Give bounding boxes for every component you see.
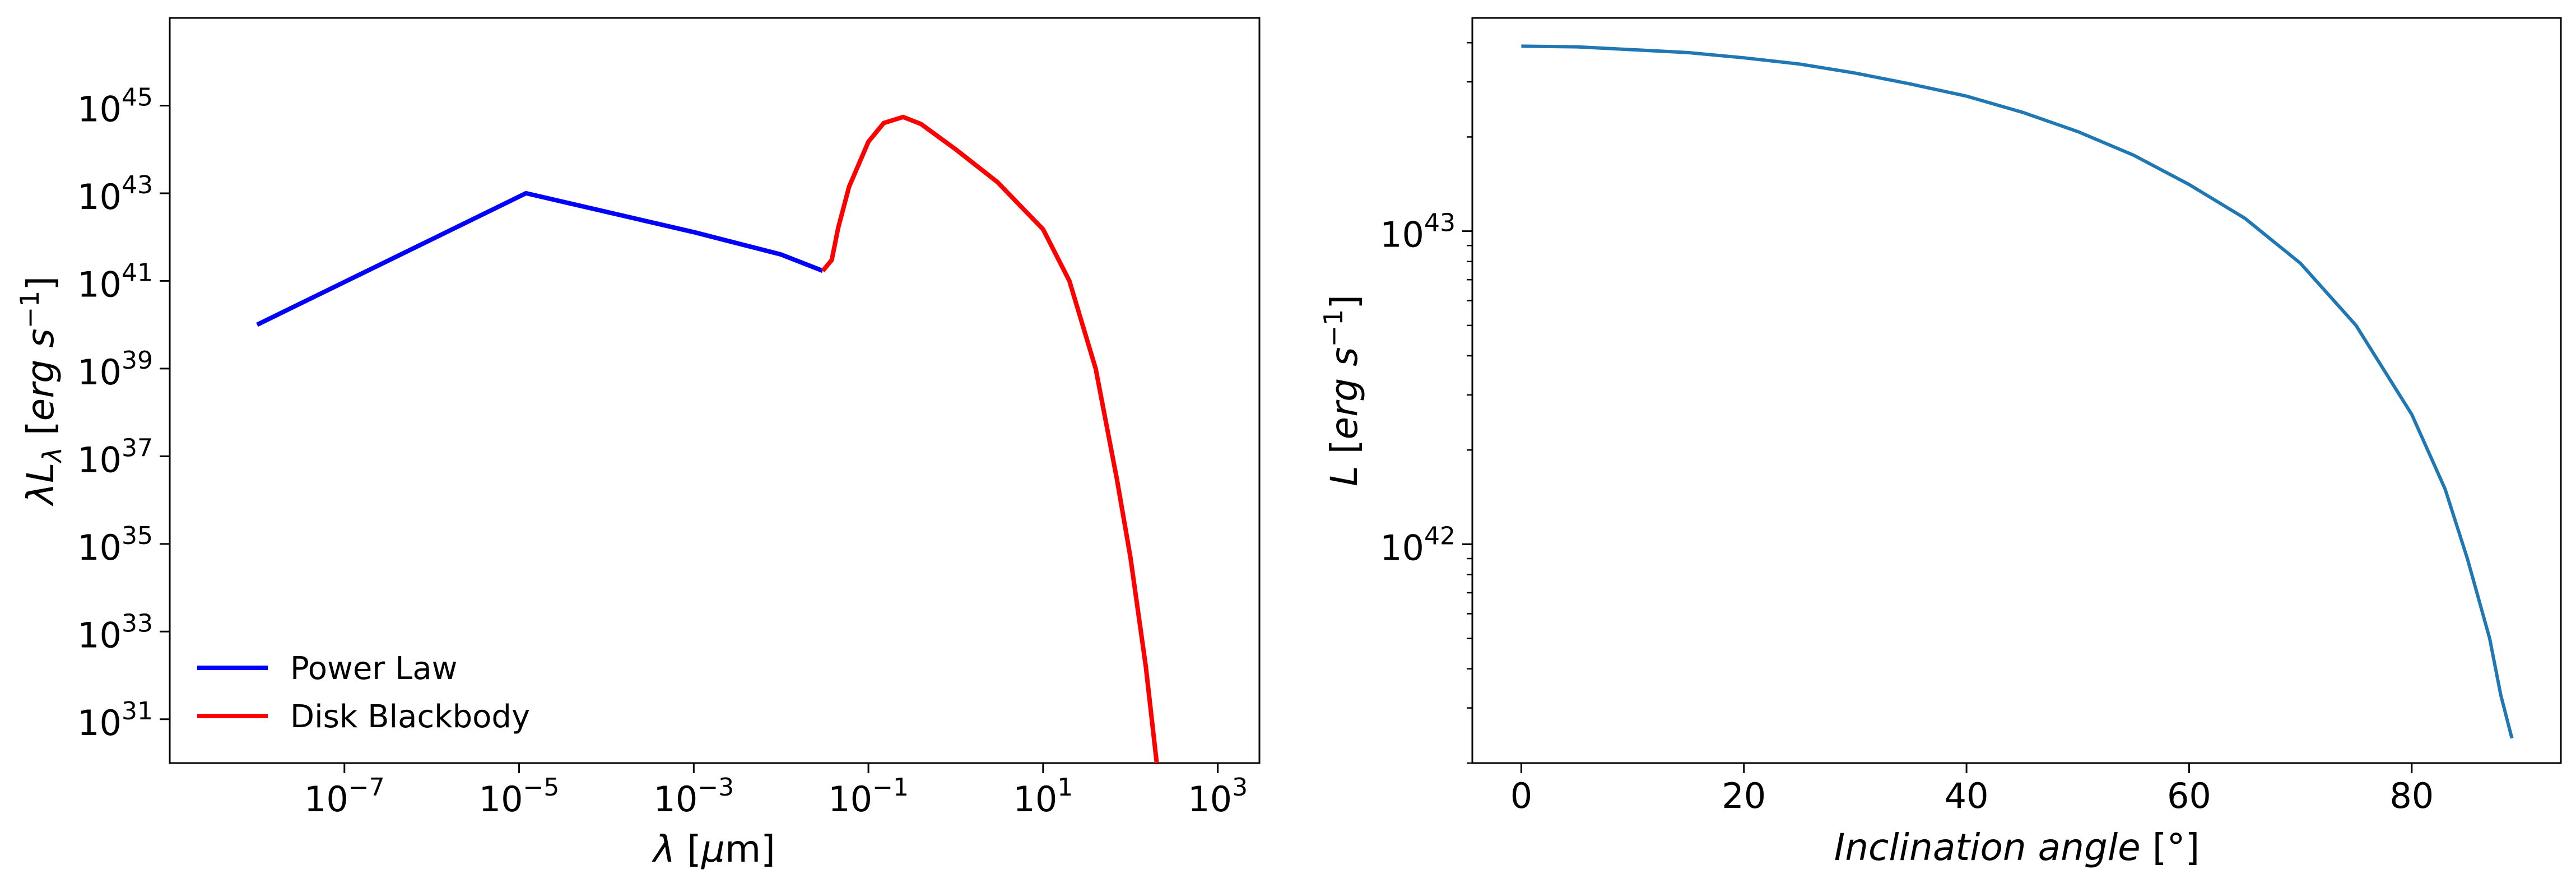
inclination-x-tick-label: 80 [2389,775,2434,816]
inclination-panel: 0 20 40 60 80 1042 1043 Inclination angle [°]… [1318,17,2562,869]
sed-y-ticks: 1031 1033 1035 1037 1039 1041 1043 1045 [77,83,170,743]
sed-panel: 10−7 10−5 10−3 10−1 101 103 10311033103510371… [15,17,1261,871]
sed-x-tick-label: 103 [1188,773,1248,820]
sed-y-tick-label: 1031 [77,697,153,743]
sed-y-tick-label: 1037 [77,434,153,480]
sed-series-line-disk-blackbody [821,114,1159,763]
sed-x-tick-label: 10−1 [828,773,909,820]
sed-y-tick-label: 1043 [77,171,153,217]
inclination-x-ticks: 0 20 40 60 80 [1510,763,2434,816]
sed-y-tick-label: 1033 [77,609,153,655]
inclination-y-ticks: 1042 1043 [1380,41,1472,764]
inclination-series-line [1521,44,2514,739]
sed-series-group [256,114,1159,763]
inclination-x-axis-label: Inclination angle [°] [1834,826,2200,869]
sed-y-tick-label: 1045 [77,83,153,129]
sed-y-tick-label: 1039 [77,346,153,393]
inclination-x-tick-label: 20 [1722,775,1766,816]
sed-x-tick-label: 10−7 [304,773,385,820]
sed-x-tick-label: 10−5 [479,773,560,820]
sed-x-tick-label: 101 [1013,773,1073,820]
inclination-y-tick-label: 1042 [1380,522,1456,568]
sed-legend: Power Law Disk Blackbody [197,650,530,735]
inclination-x-tick-label: 60 [2167,775,2211,816]
sed-y-tick-label: 1041 [77,258,153,305]
inclination-x-tick-label: 0 [1510,775,1532,816]
sed-y-axis-label: λLλ [erg s−1] [15,276,67,506]
sed-series-line-power-law [256,190,824,327]
sed-x-ticks: 10−7 10−5 10−3 10−1 101 103 [304,763,1248,820]
sed-y-tick-label: 1035 [77,522,153,568]
sed-x-axis-label: λ [μm] [652,827,775,871]
legend-label: Power Law [290,650,457,687]
inclination-x-tick-label: 40 [1945,775,1989,816]
sed-plot-frame [169,17,1261,764]
inclination-plot-frame [1471,17,2562,764]
inclination-series-group [1521,44,2514,739]
inclination-y-tick-label: 1043 [1380,209,1456,255]
legend-label: Disk Blackbody [290,699,530,735]
sed-x-tick-label: 10−3 [653,773,734,820]
inclination-y-axis-label: L [erg s−1] [1318,295,1366,486]
